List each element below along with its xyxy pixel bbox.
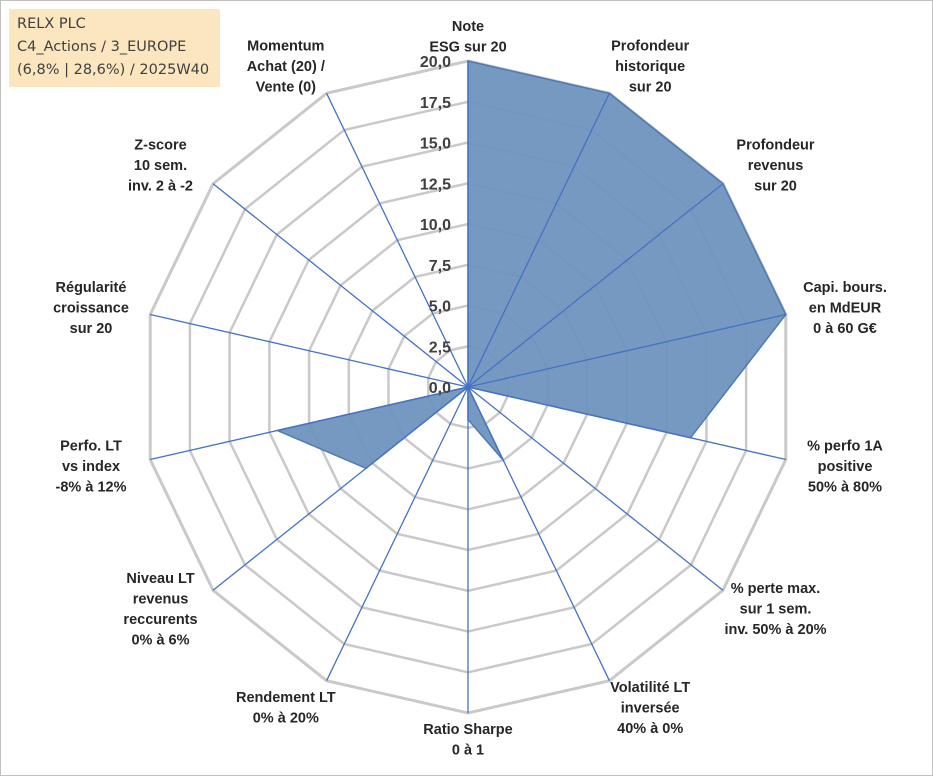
- category-label: revenus: [748, 158, 804, 174]
- title-stats: (6,8% | 28,6%) / 2025W40: [17, 62, 210, 78]
- category-label: % perfo 1A: [807, 439, 883, 455]
- radial-axis: [212, 183, 469, 388]
- category-label: Profondeur: [736, 137, 814, 153]
- category-label: croissance: [53, 301, 129, 317]
- category-label: Momentum: [247, 39, 324, 55]
- category-label: ESG sur 20: [429, 40, 506, 56]
- category-label: en MdEUR: [809, 301, 882, 317]
- category-label: sur 20: [70, 321, 113, 337]
- category-label: inversée: [621, 701, 680, 717]
- tick-label: 10,0: [420, 217, 451, 234]
- category-label: Profondeur: [611, 39, 689, 55]
- radial-axis: [467, 386, 610, 681]
- category-label: Ratio Sharpe: [423, 722, 512, 738]
- radial-axis: [467, 386, 724, 591]
- category-label: 10 sem.: [134, 158, 187, 174]
- series-area: [274, 60, 787, 470]
- category-label: reccurents: [123, 612, 197, 628]
- tick-label: 15,0: [420, 136, 451, 153]
- title-category: C4_Actions / 3_EUROPE: [17, 39, 187, 55]
- title-company: RELX PLC: [17, 16, 86, 32]
- category-label: positive: [818, 459, 873, 475]
- category-label: sur 1 sem.: [740, 602, 812, 618]
- category-label: 50% à 80%: [808, 480, 882, 496]
- category-label: revenus: [133, 592, 189, 608]
- category-label: Capi. bours.: [803, 280, 887, 296]
- radial-axis: [212, 386, 469, 591]
- radial-axis: [467, 386, 786, 461]
- radial-axis: [326, 386, 469, 681]
- radial-axis: [467, 313, 786, 388]
- radial-axis: [467, 93, 610, 388]
- category-label: 0 à 1: [452, 743, 484, 759]
- category-label: Régularité: [56, 280, 127, 296]
- category-label: 0 à 60 G€: [813, 321, 877, 337]
- category-label: -8% à 12%: [56, 480, 127, 496]
- category-label: 0% à 6%: [131, 633, 189, 649]
- title-box: RELX PLC C4_Actions / 3_EUROPE (6,8% | 2…: [9, 9, 220, 87]
- category-label: Z-score: [134, 137, 186, 153]
- tick-label: 0,0: [429, 380, 451, 397]
- category-label: % perte max.: [731, 581, 820, 597]
- category-label: 0% à 20%: [253, 711, 319, 727]
- category-label: 40% à 0%: [617, 721, 683, 737]
- category-label: Achat (20) /: [247, 59, 325, 75]
- category-label: Perfo. LT: [60, 439, 122, 455]
- category-label: Volatilité LT: [610, 680, 690, 696]
- category-label: historique: [615, 59, 685, 75]
- tick-label: 5,0: [429, 299, 451, 316]
- radial-axis: [150, 313, 469, 388]
- tick-label: 7,5: [429, 258, 451, 275]
- category-label: sur 20: [629, 80, 672, 96]
- category-label: inv. 50% à 20%: [724, 622, 826, 638]
- category-label: Note: [452, 19, 484, 35]
- category-label: vs index: [62, 459, 120, 475]
- category-label: inv. 2 à -2: [128, 178, 193, 194]
- tick-label: 12,5: [420, 176, 451, 193]
- radial-axis: [467, 183, 724, 388]
- category-label: sur 20: [754, 178, 797, 194]
- radial-axis: [326, 93, 469, 388]
- radial-axis: [150, 386, 469, 461]
- tick-label: 17,5: [420, 95, 451, 112]
- tick-label: 20,0: [420, 54, 451, 71]
- tick-label: 2,5: [429, 339, 451, 356]
- category-label: Rendement LT: [236, 690, 336, 706]
- category-label: Niveau LT: [126, 571, 194, 587]
- category-label: Vente (0): [256, 80, 317, 96]
